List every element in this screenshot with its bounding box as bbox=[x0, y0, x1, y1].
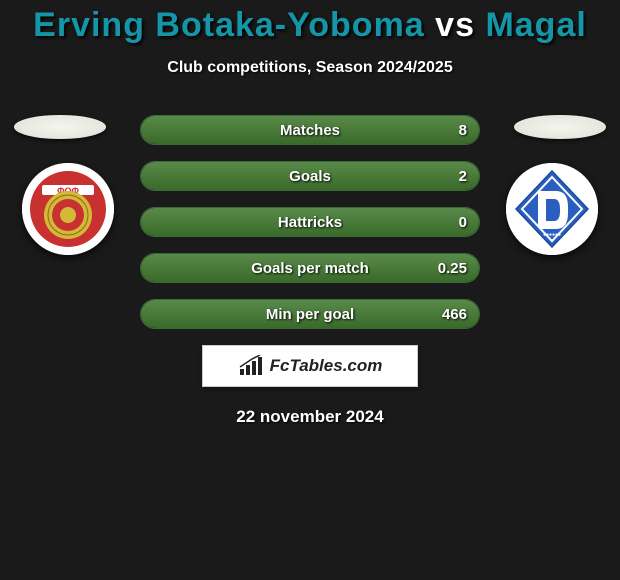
dynamo-logo-icon: ●●●●●● bbox=[506, 163, 598, 255]
stat-label: Goals per match bbox=[141, 254, 479, 282]
stat-value: 2 bbox=[459, 162, 467, 190]
player1-name: Erving Botaka-Yoboma bbox=[33, 6, 425, 44]
stat-row: Goals 2 bbox=[140, 161, 480, 191]
title: Erving Botaka-Yoboma vs Magal bbox=[0, 6, 620, 45]
stat-value: 0 bbox=[459, 208, 467, 236]
ufa-logo-icon: ΦΟΦ bbox=[22, 163, 114, 255]
brand-text: FcTables.com bbox=[270, 356, 383, 376]
stat-value: 8 bbox=[459, 116, 467, 144]
right-oval-shadow bbox=[514, 115, 606, 139]
left-club-logo: ΦΟΦ bbox=[22, 163, 114, 255]
stat-value: 466 bbox=[442, 300, 467, 328]
brand-box: FcTables.com bbox=[202, 345, 418, 387]
subtitle: Club competitions, Season 2024/2025 bbox=[0, 59, 620, 77]
stat-rows: Matches 8 Goals 2 Hattricks 0 Goals per … bbox=[140, 115, 480, 329]
stat-label: Hattricks bbox=[141, 208, 479, 236]
vs-word: vs bbox=[435, 6, 475, 44]
right-club-logo: ●●●●●● bbox=[506, 163, 598, 255]
stats-area: ΦΟΦ ●●●●●● Matches 8 bbox=[0, 115, 620, 427]
stat-row: Matches 8 bbox=[140, 115, 480, 145]
stat-label: Goals bbox=[141, 162, 479, 190]
stat-value: 0.25 bbox=[438, 254, 467, 282]
chart-icon bbox=[238, 355, 264, 377]
left-oval-shadow bbox=[14, 115, 106, 139]
stat-row: Goals per match 0.25 bbox=[140, 253, 480, 283]
svg-text:●●●●●●: ●●●●●● bbox=[543, 232, 561, 238]
stat-row: Hattricks 0 bbox=[140, 207, 480, 237]
stat-label: Matches bbox=[141, 116, 479, 144]
date-text: 22 november 2024 bbox=[0, 407, 620, 427]
player2-name: Magal bbox=[485, 6, 586, 44]
infographic-root: Erving Botaka-Yoboma vs Magal Club compe… bbox=[0, 0, 620, 427]
stat-row: Min per goal 466 bbox=[140, 299, 480, 329]
stat-label: Min per goal bbox=[141, 300, 479, 328]
